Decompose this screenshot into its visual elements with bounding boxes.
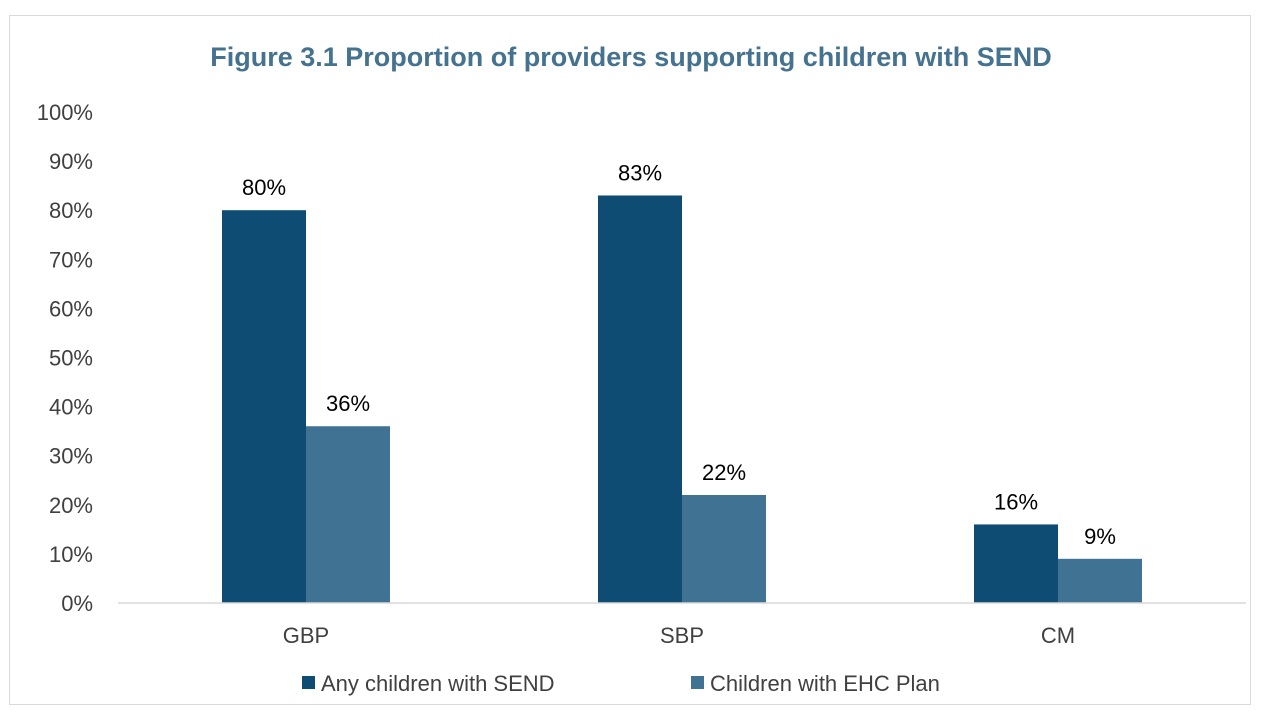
legend-label: Any children with SEND [321,671,555,696]
y-tick-label: 100% [37,100,93,125]
y-tick-label: 30% [49,444,93,469]
y-tick-label: 40% [49,395,93,420]
chart-title: Figure 3.1 Proportion of providers suppo… [210,42,1052,72]
legend-label: Children with EHC Plan [710,671,940,696]
y-tick-label: 10% [49,542,93,567]
x-tick-label: CM [1041,623,1075,648]
legend-swatch [691,676,704,689]
y-axis: 0% 10% 20% 30% 40% 50% 60% 70% 80% 90% 100% [37,100,93,616]
bar [222,210,306,603]
y-tick-label: 50% [49,346,93,371]
y-tick-label: 60% [49,296,93,321]
legend-swatch [302,676,315,689]
x-axis: GBP SBP CM [118,602,1246,648]
data-label: 80% [242,175,286,200]
bar [682,494,766,603]
bars: 80% 36% 83% 22% 16% 9% [222,160,1142,603]
y-tick-label: 70% [49,247,93,272]
y-tick-label: 90% [49,149,93,174]
data-label: 83% [618,160,662,185]
data-label: 16% [994,489,1038,514]
bar [974,524,1058,603]
data-label: 9% [1084,524,1116,549]
data-label: 22% [702,460,746,485]
bar [1058,558,1142,603]
bar [598,195,682,603]
y-tick-label: 80% [49,198,93,223]
x-tick-label: SBP [660,623,704,648]
legend: Any children with SEND Children with EHC … [302,671,940,696]
data-label: 36% [326,391,370,416]
y-tick-label: 20% [49,493,93,518]
bar [306,426,390,603]
x-tick-label: GBP [283,623,329,648]
y-tick-label: 0% [61,591,93,616]
